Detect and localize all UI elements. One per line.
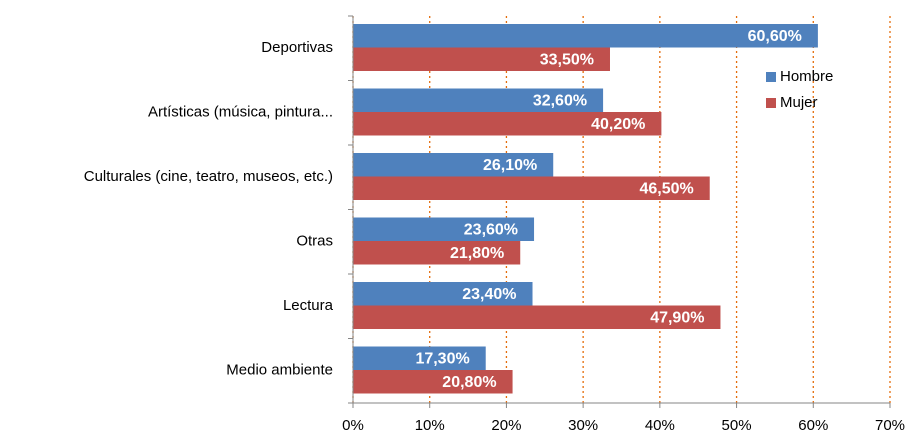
legend-label: Hombre [780,68,833,85]
bar [353,176,710,200]
value-label: 60,60% [748,28,802,45]
value-label: 40,20% [591,116,645,133]
value-label: 47,90% [650,309,704,326]
legend-label: Mujer [780,94,818,111]
x-tick-label: 20% [491,417,521,434]
bar [353,112,662,136]
x-tick-label: 10% [415,417,445,434]
category-label: Deportivas [261,39,333,56]
value-label: 33,50% [540,51,594,68]
x-tick-label: 0% [342,417,364,434]
bar [353,305,721,329]
x-tick-label: 70% [875,417,905,434]
category-label: Culturales (cine, teatro, museos, etc.) [84,168,333,185]
category-label: Artísticas (música, pintura... [148,104,333,121]
x-tick-label: 40% [645,417,675,434]
x-tick-label: 30% [568,417,598,434]
bar [353,88,604,112]
value-label: 21,80% [450,245,504,262]
bar [353,241,521,265]
value-label: 23,40% [462,286,516,303]
category-label: Medio ambiente [226,362,333,379]
bar [353,370,513,394]
x-tick-label: 60% [798,417,828,434]
bar [353,47,610,71]
category-label: Otras [296,233,333,250]
value-label: 46,50% [639,180,693,197]
bar [353,346,486,370]
x-tick-label: 50% [722,417,752,434]
legend-swatch [766,72,776,82]
bar [353,217,535,241]
value-label: 20,80% [442,374,496,391]
value-label: 26,10% [483,157,537,174]
value-label: 32,60% [533,92,587,109]
bar [353,153,554,177]
bar [353,24,818,48]
value-label: 17,30% [415,350,469,367]
bar [353,282,533,306]
legend-swatch [766,98,776,108]
value-label: 23,60% [464,221,518,238]
category-label: Lectura [283,297,334,314]
